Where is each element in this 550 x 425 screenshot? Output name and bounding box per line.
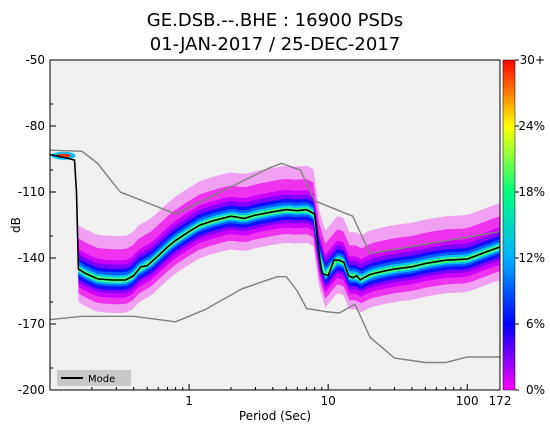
plot-frame <box>49 59 501 391</box>
colorbar-tick-label: 18% <box>518 185 545 199</box>
x-tick-label: 10 <box>321 394 336 408</box>
colorbar-tick-label: 30+ <box>520 53 545 67</box>
x-axis-label: Period (Sec) <box>239 409 311 423</box>
x-tick-label: 1 <box>185 394 193 408</box>
y-tick-label: -200 <box>18 383 45 397</box>
colorbar-tick-label: 0% <box>526 383 545 397</box>
y-tick-label: -140 <box>18 251 45 265</box>
legend-mode-label: Mode <box>88 374 115 385</box>
colorbar-tick-label: 12% <box>518 251 545 265</box>
y-tick-label: -110 <box>18 185 45 199</box>
y-tick-label: -50 <box>25 53 45 67</box>
mode-line <box>50 153 500 282</box>
colorbar-tick-label: 24% <box>518 119 545 133</box>
legend-box <box>57 370 131 386</box>
y-tick-label: -170 <box>18 317 45 331</box>
colorbar <box>502 59 516 391</box>
chart-title-line1: GE.DSB.--.BHE : 16900 PSDs <box>147 10 403 31</box>
y-axis-label: dB <box>9 217 23 233</box>
psd-density-cloud <box>50 149 500 364</box>
x-tick-label: 172 <box>489 394 512 408</box>
nhnm-line <box>50 149 500 255</box>
x-tick-label: 100 <box>456 394 479 408</box>
density-band-6 <box>78 205 500 285</box>
y-tick-label: -80 <box>25 119 45 133</box>
chart-title-line2: 01-JAN-2017 / 25-DEC-2017 <box>150 34 401 55</box>
nlnm-line <box>50 276 500 364</box>
colorbar-tick-label: 6% <box>526 317 545 331</box>
